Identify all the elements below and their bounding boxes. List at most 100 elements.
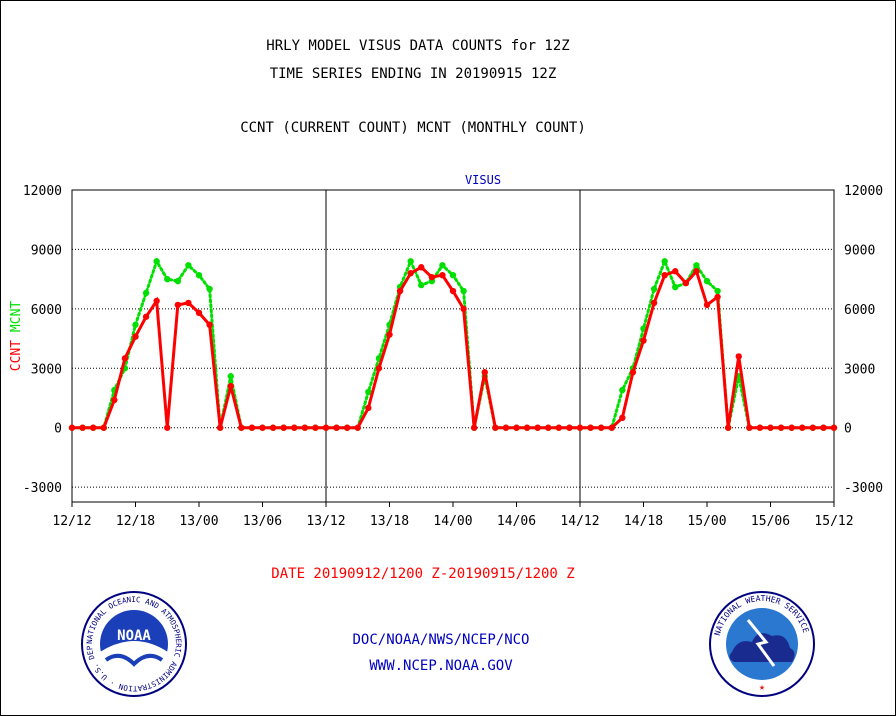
data-point-ccnt bbox=[555, 424, 563, 431]
y-tick-label-left: 3000 bbox=[31, 362, 62, 377]
data-point-ccnt bbox=[777, 424, 785, 431]
data-point-ccnt bbox=[375, 365, 383, 372]
y-tick-label-right: 3000 bbox=[844, 362, 875, 377]
data-point-mcnt bbox=[418, 281, 425, 289]
x-tick-label: 12/18 bbox=[116, 514, 155, 529]
data-point-mcnt bbox=[142, 289, 150, 297]
data-point-ccnt bbox=[672, 268, 679, 275]
data-point-ccnt bbox=[312, 424, 319, 431]
data-point-ccnt bbox=[449, 287, 457, 295]
x-tick-label: 13/06 bbox=[243, 514, 282, 529]
data-point-ccnt bbox=[661, 271, 668, 279]
data-point-mcnt bbox=[227, 373, 234, 380]
x-tick-label: 15/00 bbox=[687, 514, 726, 529]
y-axis-label-ccnt: CCNT bbox=[9, 340, 24, 371]
header-line-1: HRLY MODEL VISUS DATA COUNTS for 12Z bbox=[266, 38, 570, 54]
data-point-ccnt bbox=[788, 424, 795, 431]
x-tick-label: 13/00 bbox=[179, 514, 218, 529]
data-point-ccnt bbox=[164, 424, 171, 431]
data-point-ccnt bbox=[365, 404, 372, 412]
x-tick-label: 12/12 bbox=[52, 514, 91, 529]
data-point-ccnt bbox=[460, 305, 467, 313]
data-point-ccnt bbox=[174, 301, 182, 309]
data-point-ccnt bbox=[724, 424, 732, 431]
y-tick-label-right: 12000 bbox=[844, 184, 883, 199]
header-line-2: TIME SERIES ENDING IN 20190915 12Z bbox=[269, 66, 557, 82]
x-tick-label: 13/18 bbox=[370, 514, 409, 529]
data-point-ccnt bbox=[735, 353, 742, 360]
data-point-ccnt bbox=[502, 424, 510, 431]
data-point-ccnt bbox=[100, 424, 107, 431]
x-tick-label: 14/12 bbox=[560, 514, 599, 529]
data-point-ccnt bbox=[799, 424, 806, 431]
data-point-mcnt bbox=[650, 285, 658, 293]
data-point-ccnt bbox=[216, 424, 224, 431]
data-point-ccnt bbox=[89, 424, 97, 431]
data-point-ccnt bbox=[291, 424, 298, 431]
data-point-ccnt bbox=[227, 382, 234, 390]
x-tick-label: 14/00 bbox=[433, 514, 472, 529]
x-tick-label: 15/12 bbox=[814, 514, 853, 529]
x-tick-label: 14/18 bbox=[624, 514, 663, 529]
data-point-ccnt bbox=[619, 414, 626, 422]
x-tick-label: 13/12 bbox=[306, 514, 345, 529]
data-point-ccnt bbox=[809, 424, 817, 431]
data-point-ccnt bbox=[428, 273, 436, 281]
data-point-ccnt bbox=[407, 270, 414, 277]
y-tick-label-left: 0 bbox=[54, 422, 62, 437]
data-point-ccnt bbox=[354, 424, 361, 431]
data-point-ccnt bbox=[439, 271, 446, 279]
data-point-ccnt bbox=[238, 424, 245, 431]
data-point-ccnt bbox=[597, 424, 605, 431]
data-point-ccnt bbox=[650, 299, 658, 307]
data-point-ccnt bbox=[576, 424, 584, 431]
data-point-ccnt bbox=[195, 309, 203, 317]
y-tick-label-left: 6000 bbox=[31, 303, 62, 318]
data-point-ccnt bbox=[714, 293, 721, 301]
data-point-ccnt bbox=[830, 424, 838, 431]
data-point-ccnt bbox=[301, 424, 309, 431]
y-axis-label-mcnt: MCNT bbox=[9, 301, 24, 340]
data-point-mcnt bbox=[164, 275, 171, 283]
data-point-mcnt bbox=[206, 285, 213, 293]
y-axis-label: CCNT MCNT bbox=[9, 301, 24, 372]
y-tick-label-right: 0 bbox=[844, 422, 852, 437]
data-point-ccnt bbox=[534, 424, 541, 431]
data-point-mcnt bbox=[174, 277, 182, 285]
chart-title: VISUS bbox=[465, 173, 501, 187]
data-point-mcnt bbox=[693, 262, 700, 269]
data-point-ccnt bbox=[111, 396, 118, 404]
data-point-mcnt bbox=[672, 283, 679, 291]
plot-frame bbox=[71, 189, 835, 503]
y-tick-label-left: 9000 bbox=[31, 243, 62, 258]
data-point-ccnt bbox=[418, 264, 425, 271]
data-point-ccnt bbox=[322, 424, 330, 431]
nws-logo: ★ NATIONAL WEATHER SERVICE bbox=[709, 591, 815, 697]
data-point-ccnt bbox=[396, 287, 404, 295]
data-point-ccnt bbox=[640, 337, 647, 344]
data-point-mcnt bbox=[449, 271, 457, 279]
data-point-ccnt bbox=[121, 355, 129, 362]
y-tick-label-right: 6000 bbox=[844, 303, 875, 318]
data-point-ccnt bbox=[703, 301, 711, 309]
y-tick-label-left: 12000 bbox=[23, 184, 62, 199]
data-point-ccnt bbox=[386, 331, 393, 338]
org-line: DOC/NOAA/NWS/NCEP/NCO bbox=[352, 632, 530, 648]
data-point-ccnt bbox=[566, 424, 573, 431]
data-point-ccnt bbox=[153, 297, 160, 305]
data-point-ccnt bbox=[682, 279, 690, 287]
data-point-ccnt bbox=[259, 424, 266, 431]
data-point-ccnt bbox=[693, 268, 700, 275]
data-point-mcnt bbox=[714, 287, 721, 295]
y-tick-label-left: -3000 bbox=[23, 481, 62, 496]
data-point-mcnt bbox=[439, 262, 446, 269]
data-point-mcnt bbox=[132, 321, 139, 328]
data-point-ccnt bbox=[132, 333, 139, 340]
data-point-mcnt bbox=[153, 258, 160, 265]
header-line-3: CCNT (CURRENT COUNT) MCNT (MONTHLY COUNT… bbox=[240, 120, 586, 136]
data-point-mcnt bbox=[661, 258, 668, 265]
data-point-ccnt bbox=[333, 424, 340, 431]
svg-text:★: ★ bbox=[759, 682, 765, 693]
data-point-mcnt bbox=[407, 258, 414, 265]
